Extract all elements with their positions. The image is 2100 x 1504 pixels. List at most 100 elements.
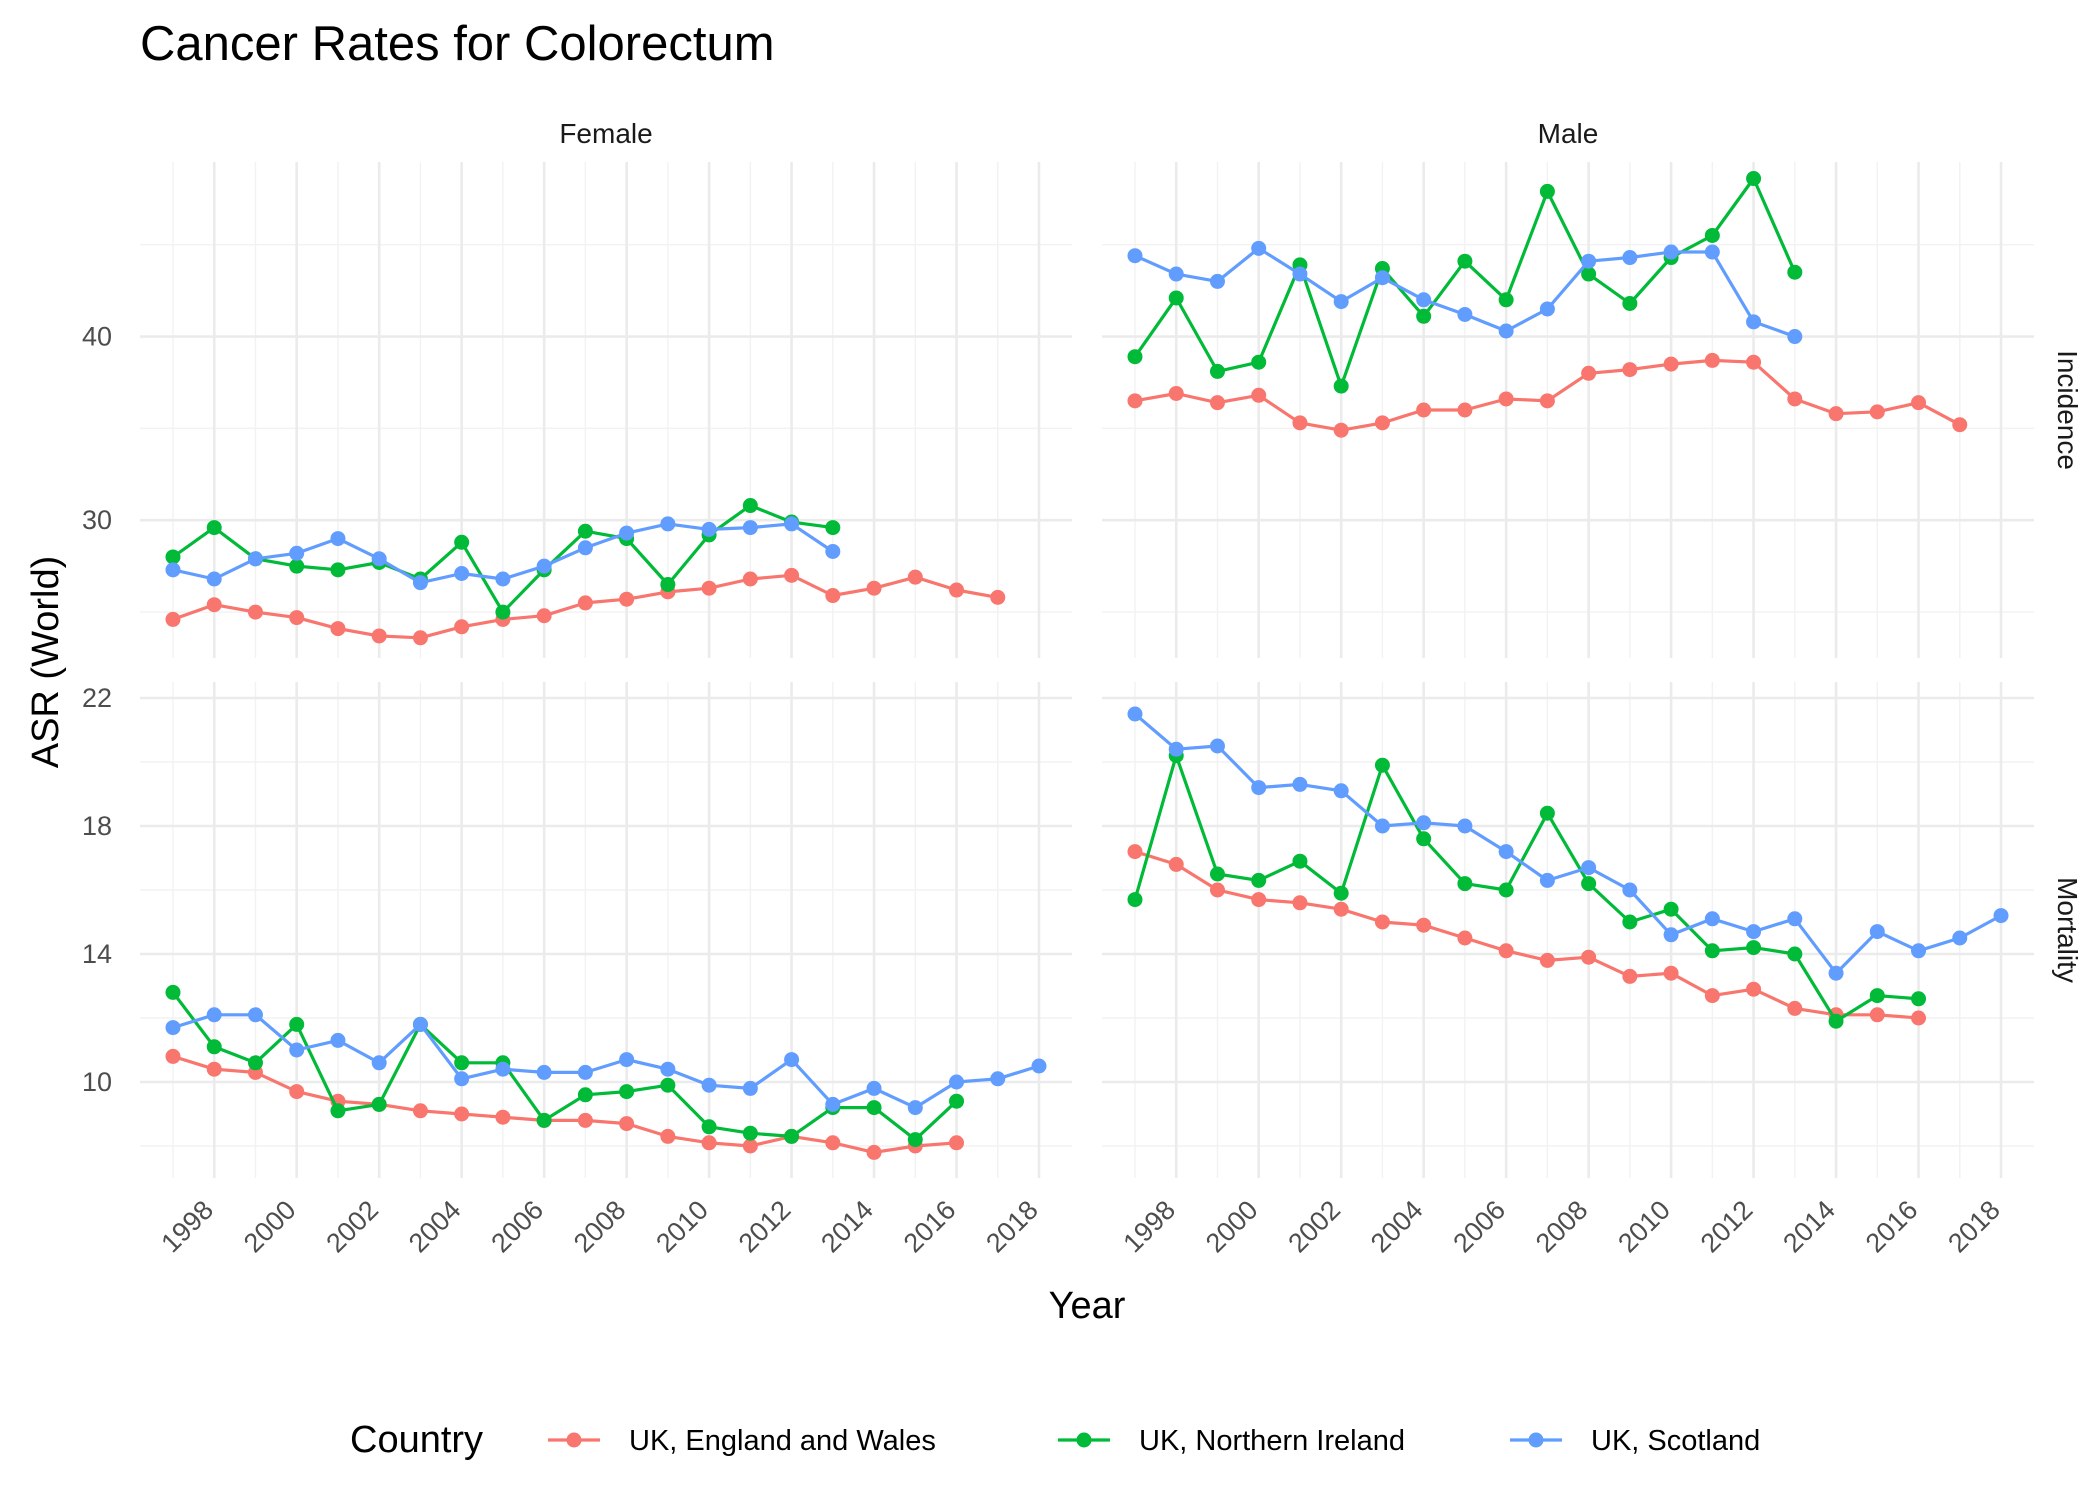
data-point-uk-scotland	[412, 575, 428, 591]
y-tick-label: 14	[82, 939, 112, 969]
data-point-uk-england-and-wales	[1209, 882, 1225, 898]
data-point-uk-england-and-wales	[1746, 354, 1762, 370]
x-tick-label: 2002	[1282, 1195, 1346, 1259]
y-tick-label: 30	[82, 505, 112, 535]
data-point-uk-scotland	[371, 551, 387, 567]
data-point-uk-scotland	[1704, 244, 1720, 260]
data-point-uk-scotland	[1168, 266, 1184, 282]
data-point-uk-northern-ireland	[495, 604, 511, 620]
strip-label-female: Female	[559, 118, 652, 149]
x-axis-title: Year	[1049, 1285, 1126, 1327]
x-tick-label: 2006	[1447, 1195, 1511, 1259]
panel-mortality-male	[1102, 682, 2034, 1178]
data-point-uk-scotland	[577, 540, 593, 556]
data-point-uk-northern-ireland	[247, 1055, 263, 1071]
data-point-uk-northern-ireland	[1127, 892, 1143, 908]
legend-key-point-uk-scotland	[1528, 1432, 1544, 1448]
data-point-uk-england-and-wales	[1292, 895, 1308, 911]
data-point-uk-northern-ireland	[1333, 885, 1349, 901]
data-point-uk-england-and-wales	[289, 1084, 305, 1100]
data-point-uk-scotland	[330, 531, 346, 547]
data-point-uk-england-and-wales	[825, 1135, 841, 1151]
data-point-uk-northern-ireland	[1416, 308, 1432, 324]
legend-label-uk-scotland: UK, Scotland	[1591, 1425, 1760, 1457]
data-point-uk-scotland	[165, 1020, 181, 1036]
data-point-uk-scotland	[1952, 930, 1968, 946]
data-point-uk-northern-ireland	[1292, 853, 1308, 869]
data-point-uk-scotland	[1622, 882, 1638, 898]
data-point-uk-scotland	[701, 1077, 717, 1093]
data-point-uk-northern-ireland	[742, 498, 758, 514]
data-point-uk-scotland	[701, 521, 717, 537]
data-point-uk-england-and-wales	[536, 608, 552, 624]
data-point-uk-scotland	[1539, 872, 1555, 888]
data-point-uk-northern-ireland	[1498, 882, 1514, 898]
data-point-uk-england-and-wales	[1292, 415, 1308, 431]
data-point-uk-scotland	[1498, 844, 1514, 860]
data-point-uk-northern-ireland	[206, 1039, 222, 1055]
data-point-uk-scotland	[206, 1007, 222, 1023]
data-point-uk-scotland	[1746, 924, 1762, 940]
data-point-uk-england-and-wales	[619, 1116, 635, 1132]
data-point-uk-england-and-wales	[907, 569, 923, 585]
x-tick-label: 2008	[568, 1195, 632, 1259]
data-point-uk-england-and-wales	[1581, 949, 1597, 965]
data-point-uk-scotland	[990, 1071, 1006, 1087]
data-point-uk-scotland	[660, 516, 676, 532]
strip-label-incidence: Incidence	[2052, 350, 2083, 470]
data-point-uk-scotland	[742, 520, 758, 536]
data-point-uk-northern-ireland	[1374, 757, 1390, 773]
data-point-uk-scotland	[784, 1052, 800, 1068]
data-point-uk-england-and-wales	[1622, 362, 1638, 378]
data-point-uk-scotland	[1704, 911, 1720, 927]
data-point-uk-scotland	[949, 1074, 965, 1090]
data-point-uk-england-and-wales	[701, 1135, 717, 1151]
x-tick-label: 2016	[898, 1195, 962, 1259]
data-point-uk-scotland	[165, 562, 181, 578]
data-point-uk-england-and-wales	[1787, 1000, 1803, 1016]
strip-label-male: Male	[1538, 118, 1599, 149]
strip-label-mortality: Mortality	[2052, 877, 2083, 983]
data-point-uk-scotland	[1127, 706, 1143, 722]
data-point-uk-northern-ireland	[1746, 171, 1762, 187]
data-point-uk-northern-ireland	[1787, 946, 1803, 962]
data-point-uk-northern-ireland	[165, 984, 181, 1000]
data-point-uk-northern-ireland	[1457, 253, 1473, 269]
data-point-uk-england-and-wales	[330, 621, 346, 637]
data-point-uk-scotland	[1746, 314, 1762, 330]
data-point-uk-northern-ireland	[1251, 872, 1267, 888]
data-point-uk-northern-ireland	[1539, 805, 1555, 821]
data-point-uk-scotland	[1457, 818, 1473, 834]
data-point-uk-northern-ireland	[1911, 991, 1927, 1007]
legend-items: UK, England and Wales UK, Northern Irelan…	[548, 1425, 1760, 1457]
data-point-uk-northern-ireland	[1457, 876, 1473, 892]
x-tick-label: 2018	[980, 1195, 1044, 1259]
panel-incidence-female	[140, 162, 1072, 658]
y-tick-label: 18	[82, 811, 112, 841]
data-point-uk-northern-ireland	[1333, 378, 1349, 394]
data-point-uk-england-and-wales	[1911, 395, 1927, 411]
data-point-uk-northern-ireland	[1622, 914, 1638, 930]
data-point-uk-scotland	[1581, 860, 1597, 876]
x-tick-label: 1998	[1117, 1195, 1181, 1259]
data-point-uk-scotland	[1292, 776, 1308, 792]
data-point-uk-scotland	[454, 565, 470, 581]
data-point-uk-northern-ireland	[660, 577, 676, 593]
data-point-uk-scotland	[1787, 911, 1803, 927]
data-point-uk-england-and-wales	[1127, 393, 1143, 409]
data-point-uk-northern-ireland	[1539, 183, 1555, 199]
data-point-uk-northern-ireland	[330, 562, 346, 578]
data-point-uk-england-and-wales	[1251, 387, 1267, 403]
data-point-uk-northern-ireland	[577, 523, 593, 539]
x-tick-label: 2012	[733, 1195, 797, 1259]
data-point-uk-england-and-wales	[1457, 930, 1473, 946]
data-point-uk-scotland	[619, 1052, 635, 1068]
data-point-uk-scotland	[371, 1055, 387, 1071]
data-point-uk-northern-ireland	[1416, 831, 1432, 847]
data-point-uk-northern-ireland	[289, 1016, 305, 1032]
data-point-uk-northern-ireland	[1622, 295, 1638, 311]
data-point-uk-england-and-wales	[1663, 965, 1679, 981]
data-point-uk-northern-ireland	[1581, 876, 1597, 892]
data-point-uk-scotland	[1333, 294, 1349, 310]
